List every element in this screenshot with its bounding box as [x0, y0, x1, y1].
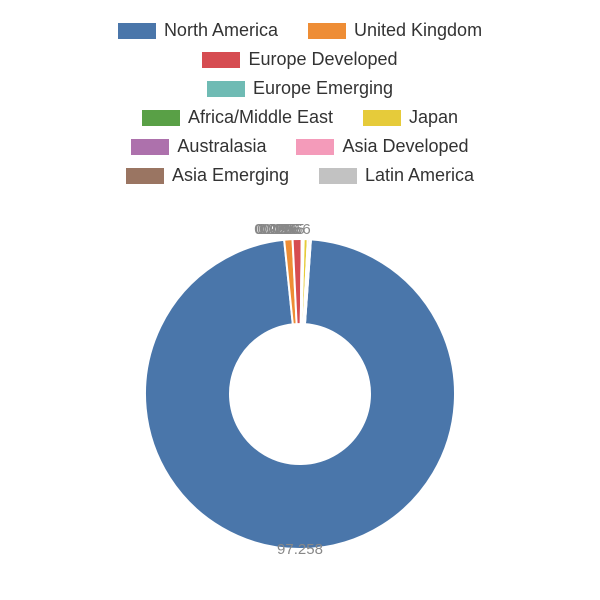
legend-label: Europe Developed [248, 49, 397, 70]
legend-item: Australasia [131, 136, 266, 157]
legend-swatch [308, 23, 346, 39]
legend-swatch [319, 168, 357, 184]
slice-value-label: 0.07 [257, 221, 286, 238]
legend-swatch [296, 139, 334, 155]
legend-label: Australasia [177, 136, 266, 157]
legend-swatch [202, 52, 240, 68]
legend-item: Japan [363, 107, 458, 128]
legend-label: North America [164, 20, 278, 41]
legend-item: Asia Emerging [126, 165, 289, 186]
donut-chart-container: 97.2580.8660.9450.0050.1960.4250.0050.22… [0, 204, 600, 584]
legend-swatch [126, 168, 164, 184]
legend-item: Europe Emerging [207, 78, 393, 99]
legend-swatch [118, 23, 156, 39]
legend-label: Asia Emerging [172, 165, 289, 186]
legend-item: Africa/Middle East [142, 107, 333, 128]
legend-swatch [207, 81, 245, 97]
legend-label: Asia Developed [342, 136, 468, 157]
legend-swatch [363, 110, 401, 126]
legend-item: United Kingdom [308, 20, 482, 41]
legend-label: United Kingdom [354, 20, 482, 41]
legend-label: Latin America [365, 165, 474, 186]
legend-label: Europe Emerging [253, 78, 393, 99]
legend: North America United Kingdom Europe Develo… [0, 0, 600, 204]
donut-chart: 97.2580.8660.9450.0050.1960.4250.0050.22… [0, 204, 600, 584]
slice-value-label: 97.258 [277, 541, 323, 558]
legend-swatch [142, 110, 180, 126]
legend-item: Asia Developed [296, 136, 468, 157]
legend-label: Africa/Middle East [188, 107, 333, 128]
legend-swatch [131, 139, 169, 155]
legend-item: Latin America [319, 165, 474, 186]
legend-item: Europe Developed [202, 49, 397, 70]
legend-label: Japan [409, 107, 458, 128]
legend-item: North America [118, 20, 278, 41]
